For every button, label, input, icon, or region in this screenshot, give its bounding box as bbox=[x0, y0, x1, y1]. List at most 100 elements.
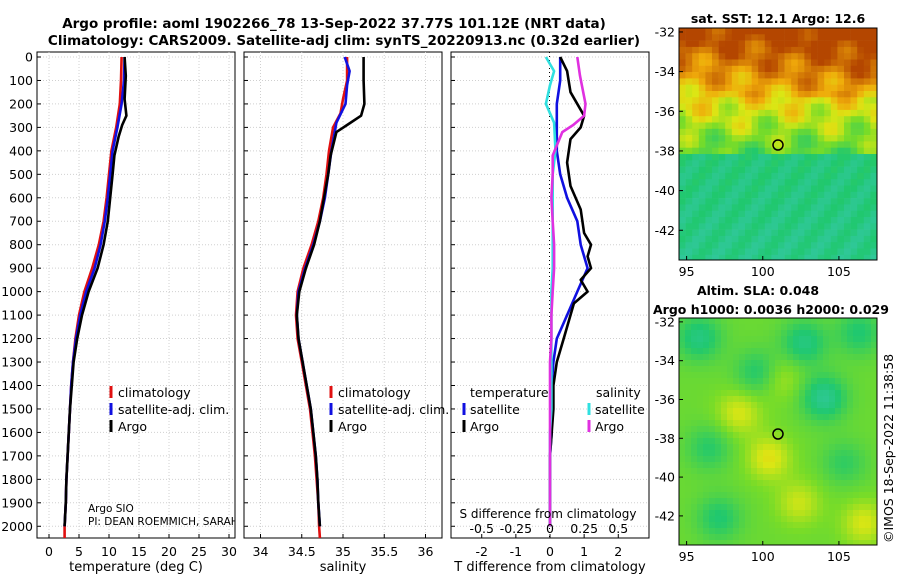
sst-cell bbox=[784, 166, 792, 174]
sst-cell bbox=[824, 248, 832, 256]
sst-cell bbox=[731, 204, 739, 211]
sla-cell bbox=[697, 540, 704, 545]
sla-cell bbox=[775, 486, 782, 493]
sst-cell bbox=[718, 128, 726, 136]
sla-cell bbox=[841, 342, 848, 349]
sla-cell bbox=[829, 480, 836, 487]
sla-cell bbox=[775, 366, 782, 373]
sla-cell bbox=[757, 402, 764, 409]
sst-cell bbox=[804, 28, 812, 35]
sla-cell bbox=[841, 450, 848, 457]
sla-cell bbox=[727, 384, 734, 391]
sla-cell bbox=[733, 414, 740, 421]
sla-cell bbox=[733, 534, 740, 541]
sla-cell bbox=[793, 480, 800, 487]
sla-cell bbox=[679, 390, 686, 397]
sla-cell bbox=[685, 366, 692, 373]
sla-cell bbox=[733, 498, 740, 505]
sla-cell bbox=[859, 480, 866, 487]
sla-cell bbox=[727, 372, 734, 379]
sst-cell bbox=[811, 179, 818, 186]
sst-cell bbox=[784, 210, 792, 218]
sst-cell bbox=[804, 210, 812, 218]
sst-cell bbox=[857, 53, 865, 60]
sst-cell bbox=[804, 160, 812, 167]
sst-cell bbox=[870, 72, 877, 79]
sst-cell bbox=[811, 91, 818, 98]
sst-cell bbox=[738, 40, 746, 48]
sst-cell bbox=[679, 72, 686, 79]
sla-cell bbox=[835, 348, 842, 355]
sla-cell bbox=[841, 486, 848, 493]
sla-cell bbox=[871, 372, 877, 379]
sla-cell bbox=[793, 354, 800, 361]
sla-cell bbox=[859, 384, 866, 391]
sst-cell bbox=[844, 28, 851, 35]
sla-cell bbox=[829, 324, 836, 331]
sla-cell bbox=[733, 330, 740, 337]
sla-cell bbox=[847, 366, 854, 373]
sla-cell bbox=[733, 318, 740, 325]
sst-cell bbox=[824, 53, 832, 60]
sst-cell bbox=[863, 210, 871, 218]
sla-cell bbox=[751, 384, 758, 391]
sla-cell bbox=[811, 402, 818, 409]
sla-cell bbox=[763, 396, 770, 403]
sla-cell bbox=[733, 336, 740, 343]
sla-cell bbox=[691, 516, 698, 523]
sst-cell bbox=[850, 84, 858, 92]
sst-cell bbox=[692, 210, 700, 218]
sst-cell bbox=[863, 122, 871, 130]
sla-cell bbox=[715, 474, 722, 481]
sla-cell bbox=[769, 456, 776, 463]
sla-cell bbox=[733, 420, 740, 427]
sst-cell bbox=[837, 223, 845, 230]
sla-cell bbox=[829, 534, 836, 541]
sla-cell bbox=[745, 462, 752, 469]
depth-tick-label: 300 bbox=[9, 120, 33, 135]
sla-cell bbox=[781, 432, 788, 439]
sst-cell bbox=[791, 166, 799, 174]
sst-cell bbox=[784, 53, 792, 60]
sla-cell bbox=[781, 354, 788, 361]
sst-cell bbox=[804, 141, 812, 148]
sla-cell bbox=[787, 378, 794, 385]
sla-cell bbox=[805, 384, 812, 391]
sla-cell bbox=[739, 384, 746, 391]
sst-map-heatmap bbox=[679, 28, 877, 260]
sla-cell bbox=[841, 360, 848, 367]
sla-cell bbox=[685, 342, 692, 349]
sst-cell bbox=[731, 254, 739, 260]
temperature-panel bbox=[36, 51, 236, 539]
sst-cell bbox=[837, 34, 845, 41]
sla-cell bbox=[775, 444, 782, 451]
sst-cell bbox=[811, 46, 818, 54]
sla-cell bbox=[757, 354, 764, 361]
sla-cell bbox=[721, 534, 728, 541]
sst-cell bbox=[778, 242, 785, 249]
sst-cell bbox=[870, 28, 877, 35]
sla-cell bbox=[763, 498, 770, 505]
sst-cell bbox=[718, 229, 726, 237]
sla-cell bbox=[769, 438, 776, 445]
sst-cell bbox=[830, 204, 838, 211]
sst-cell bbox=[824, 229, 832, 237]
sst-cell bbox=[797, 128, 805, 136]
sst-cell bbox=[791, 97, 799, 104]
sla-cell bbox=[853, 402, 860, 409]
sst-cell bbox=[870, 128, 877, 136]
sla-cell bbox=[697, 516, 704, 523]
sst-cell bbox=[685, 72, 693, 79]
sla-cell bbox=[817, 420, 824, 427]
sla-map-heatmap bbox=[679, 318, 877, 545]
sst-cell bbox=[850, 135, 858, 142]
sla-cell bbox=[751, 456, 758, 463]
sla-cell bbox=[727, 414, 734, 421]
sst-cell bbox=[738, 198, 746, 205]
sst-cell bbox=[698, 191, 706, 199]
sla-cell bbox=[769, 474, 776, 481]
sst-cell bbox=[811, 72, 818, 79]
sla-cell bbox=[697, 402, 704, 409]
sst-cell bbox=[698, 204, 706, 211]
sst-cell bbox=[751, 210, 759, 218]
